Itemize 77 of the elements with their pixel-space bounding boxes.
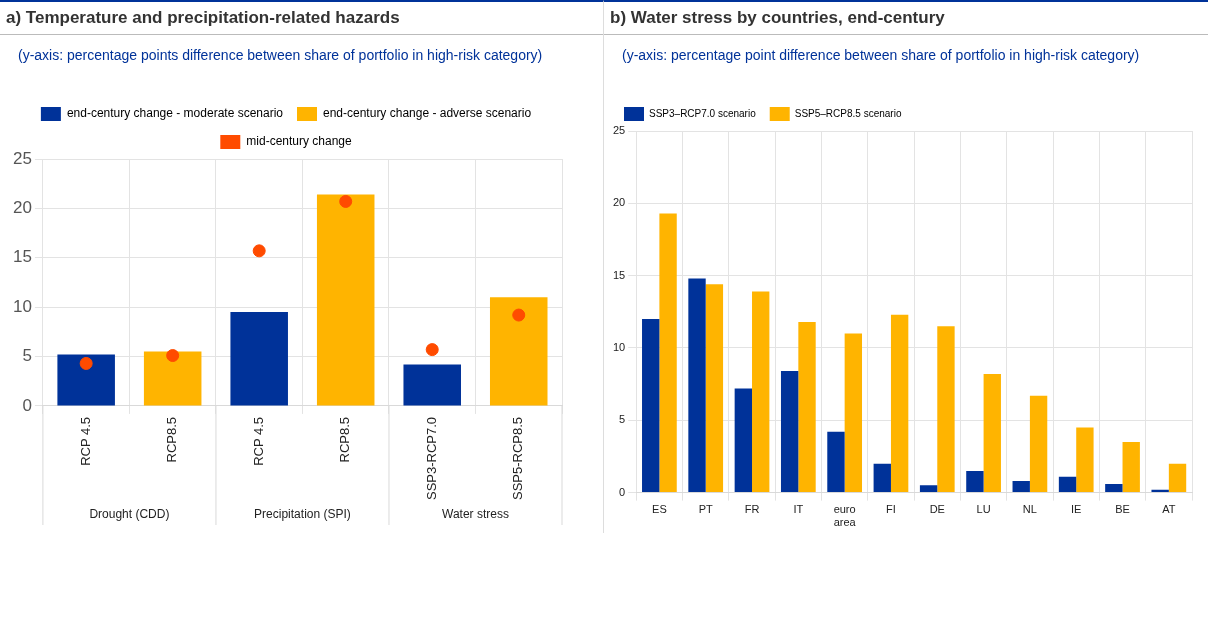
- bar: [1105, 483, 1123, 493]
- point: [512, 308, 526, 322]
- x-tick-label: RCP8.5: [164, 416, 180, 463]
- bar: [143, 351, 202, 406]
- bar: [1012, 481, 1030, 493]
- bar: [57, 354, 115, 406]
- x-tick-label: euro area: [833, 503, 857, 529]
- bar: [890, 314, 909, 493]
- x-tick-label: IE: [1071, 503, 1082, 516]
- x-tick-label: PT: [698, 503, 714, 516]
- chart-subtitle: (y-axis: percentage points difference between share of portfolio in high-risk category): [17, 46, 544, 65]
- bar: [734, 388, 753, 493]
- bar: [966, 470, 984, 493]
- bar: [827, 431, 845, 493]
- y-tick-label: 15: [12, 247, 32, 267]
- bar: [1058, 476, 1077, 493]
- bar: [705, 284, 724, 493]
- x-tick-label: FI: [886, 503, 896, 516]
- x-tick-label: RCP8.5: [337, 416, 353, 463]
- legend-label: mid-century change: [246, 134, 353, 149]
- text: Water stress: [442, 507, 509, 522]
- bar: [688, 278, 706, 493]
- x-tick-label: DE: [929, 503, 945, 516]
- bar: [1168, 463, 1187, 493]
- bar: [1029, 395, 1048, 493]
- bar: [780, 371, 799, 493]
- chart-subtitle: (y-axis: percentage point difference between share of portfolio in high-risk category): [621, 46, 1141, 65]
- x-tick-label: BE: [1115, 503, 1130, 516]
- bar: [1122, 441, 1140, 493]
- x-tick-label: RCP 4.5: [250, 416, 266, 466]
- bar: [752, 291, 770, 493]
- x-tick-label: NL: [1022, 503, 1037, 516]
- x-tick-label: IT: [793, 503, 804, 516]
- point: [79, 356, 93, 370]
- text: Precipitation (SPI): [254, 507, 351, 522]
- text: Drought (CDD): [89, 507, 170, 522]
- y-tick-label: 25: [12, 148, 32, 168]
- legend-label: SSP5–RCP8.5 scenario: [794, 107, 902, 119]
- bar: [873, 463, 891, 493]
- bar: [489, 297, 548, 406]
- bar: [642, 319, 660, 493]
- y-tick-label: 15: [612, 268, 626, 281]
- bar: [937, 326, 955, 493]
- point: [425, 343, 439, 357]
- legend-label: end-century change - adverse scenario: [323, 106, 532, 121]
- y-tick-label: 10: [612, 340, 626, 353]
- x-tick-label: SSP5-RCP8.5: [510, 416, 526, 500]
- bar: [798, 321, 816, 493]
- legend-label: end-century change - moderate scenario: [66, 106, 284, 121]
- bar: [403, 364, 461, 406]
- x-tick-label: FR: [744, 503, 760, 516]
- point: [252, 244, 266, 258]
- bar: [983, 374, 1001, 493]
- y-tick-label: 20: [12, 198, 32, 218]
- bar: [1076, 427, 1094, 493]
- chart-title: a) Temperature and precipitation-related hazards: [0, 2, 603, 35]
- bar: [844, 333, 863, 493]
- y-tick-label: 0: [619, 485, 626, 498]
- x-tick-label: LU: [976, 503, 991, 516]
- x-tick-label: SSP3-RCP7.0: [423, 416, 439, 500]
- bar: [919, 485, 938, 493]
- point: [339, 194, 353, 208]
- bar: [659, 213, 677, 493]
- bar: [316, 194, 375, 406]
- legend-label: SSP3–RCP7.0 scenario: [649, 107, 757, 119]
- y-tick-label: 5: [619, 413, 626, 426]
- x-tick-label: RCP 4.5: [77, 416, 93, 466]
- chart-title: b) Water stress by countries, end-century: [604, 2, 1208, 35]
- y-tick-label: 20: [612, 196, 626, 209]
- point: [166, 349, 180, 363]
- y-tick-label: 0: [22, 395, 32, 415]
- y-tick-label: 5: [22, 346, 32, 366]
- x-tick-label: AT: [1162, 503, 1176, 516]
- y-tick-label: 25: [612, 124, 626, 137]
- x-tick-label: ES: [652, 503, 667, 516]
- bar: [230, 312, 288, 406]
- y-tick-label: 10: [12, 296, 32, 316]
